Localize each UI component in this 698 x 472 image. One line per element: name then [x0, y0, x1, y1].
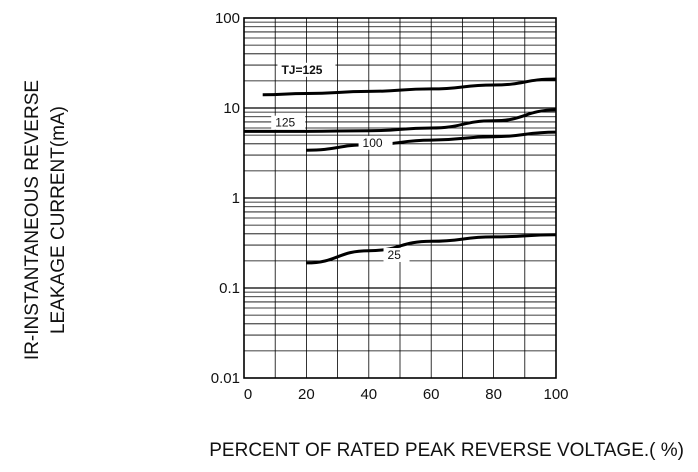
- series-line: [306, 130, 557, 152]
- series-label: TJ=125: [281, 63, 322, 77]
- y-axis-label-line2: LEAKAGE CURRENT(mA): [48, 106, 69, 334]
- series-label-bg: [271, 115, 306, 130]
- series-label: 100: [363, 136, 383, 150]
- curves: [243, 77, 557, 265]
- y-tick-label: 0.1: [219, 280, 240, 297]
- y-tick-label: 0.01: [211, 370, 240, 387]
- series-line: [243, 108, 557, 133]
- x-tick-label: 80: [485, 386, 502, 403]
- y-axis-label: IR-INSTANTANEOUS REVERSE LEAKAGE CURRENT…: [22, 80, 69, 360]
- series-label-bg: [358, 135, 393, 150]
- x-tick-label: 0: [244, 386, 252, 403]
- series-label-bg: [277, 62, 336, 77]
- series-label: 125: [275, 116, 295, 130]
- series-line: [262, 77, 557, 97]
- y-tick-label: 1: [232, 190, 240, 207]
- x-tick-label: 20: [298, 386, 315, 403]
- x-axis-label: PERCENT OF RATED PEAK REVERSE VOLTAGE.( …: [209, 440, 684, 461]
- series-label-bg: [383, 248, 410, 263]
- series-line: [306, 233, 557, 265]
- curve-labels: TJ=125 125 100 25: [271, 62, 410, 263]
- grid: [243, 17, 557, 379]
- x-tick-label: 100: [543, 386, 568, 403]
- y-tick-label: 100: [215, 10, 240, 27]
- tick-labels: 0 20 40 60 80 100 100 10 1 0.1 0.01: [211, 10, 569, 403]
- y-axis-label-line1: IR-INSTANTANEOUS REVERSE: [22, 80, 43, 360]
- series-label: 25: [388, 248, 402, 262]
- x-tick-label: 60: [423, 386, 440, 403]
- x-tick-label: 40: [360, 386, 377, 403]
- y-tick-label: 10: [223, 100, 240, 117]
